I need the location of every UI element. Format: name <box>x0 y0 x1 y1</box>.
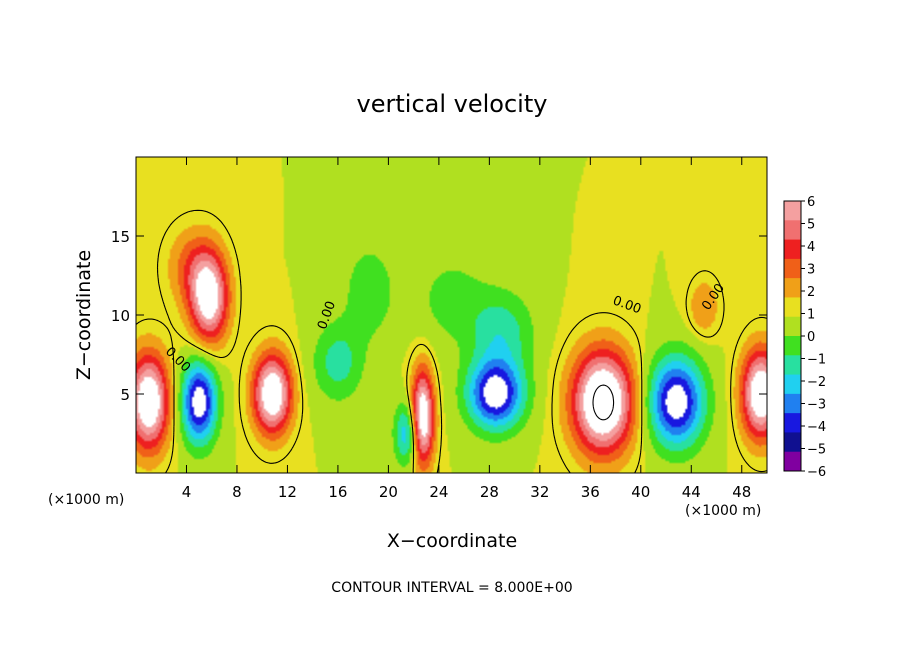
colorbar-label: 3 <box>807 263 815 278</box>
colorbar-swatch <box>784 316 801 337</box>
colorbar-label: −6 <box>807 465 826 480</box>
colorbar-label: −4 <box>807 420 826 435</box>
velocity-field <box>136 157 767 473</box>
colorbar-label: 5 <box>807 218 815 233</box>
x-unit-left: (×1000 m) <box>48 492 124 508</box>
colorbar-swatch <box>784 297 801 318</box>
x-axis-label: X−coordinate <box>387 530 517 552</box>
x-unit-right: (×1000 m) <box>685 503 761 519</box>
contour-interval-footer: CONTOUR INTERVAL = 8.000E+00 <box>331 580 572 596</box>
x-tick-label: 24 <box>429 483 448 501</box>
colorbar-swatch <box>784 374 801 395</box>
x-tick-label: 20 <box>379 483 398 501</box>
colorbar-label: −5 <box>807 443 826 458</box>
colorbar-label: −3 <box>807 398 826 413</box>
colorbar-label: −2 <box>807 375 826 390</box>
y-axis-ticks: 5 10 15 <box>111 228 767 404</box>
y-tick-label: 15 <box>111 228 130 246</box>
x-tick-label: 12 <box>278 483 297 501</box>
x-tick-label: 32 <box>530 483 549 501</box>
x-tick-label: 36 <box>581 483 600 501</box>
x-tick-label: 16 <box>328 483 347 501</box>
colorbar-label: 4 <box>807 240 815 255</box>
x-tick-label: 8 <box>232 483 242 501</box>
plot-area: 0.000.00 0.00 0.00 <box>135 156 768 474</box>
colorbar-swatch <box>784 258 801 279</box>
colorbar: 6 5 4 3 2 1 0 −1 −2 −3 −4 −5 −6 <box>783 195 826 480</box>
x-tick-label: 48 <box>732 483 751 501</box>
contour-positive <box>592 384 615 421</box>
x-axis-ticks: 4 8 12 16 20 24 28 32 36 40 44 48 <box>182 157 751 501</box>
colorbar-label: 1 <box>807 308 815 323</box>
colorbar-swatch <box>784 355 801 376</box>
colorbar-label: 6 <box>807 195 815 210</box>
x-tick-label: 40 <box>631 483 650 501</box>
colorbar-swatch <box>784 336 801 356</box>
x-tick-label: 4 <box>182 483 192 501</box>
x-tick-label: 44 <box>682 483 701 501</box>
colorbar-swatch <box>784 413 801 433</box>
y-tick-label: 10 <box>111 307 130 325</box>
y-tick-label: 5 <box>120 386 130 404</box>
colorbar-label: 2 <box>807 285 815 300</box>
colorbar-label: 0 <box>807 330 815 345</box>
colorbar-swatch <box>784 451 801 472</box>
y-axis-label: Z−coordinate <box>73 250 95 380</box>
colorbar-swatch <box>784 220 801 241</box>
colorbar-swatch <box>784 393 801 414</box>
colorbar-swatch <box>784 201 801 221</box>
colorbar-swatch <box>784 239 801 260</box>
x-tick-label: 28 <box>480 483 499 501</box>
contour-zero <box>135 209 768 474</box>
colorbar-swatch <box>784 432 801 453</box>
colorbar-swatch <box>784 278 801 298</box>
colorbar-label: −1 <box>807 353 826 368</box>
chart-title: vertical velocity <box>357 90 548 118</box>
